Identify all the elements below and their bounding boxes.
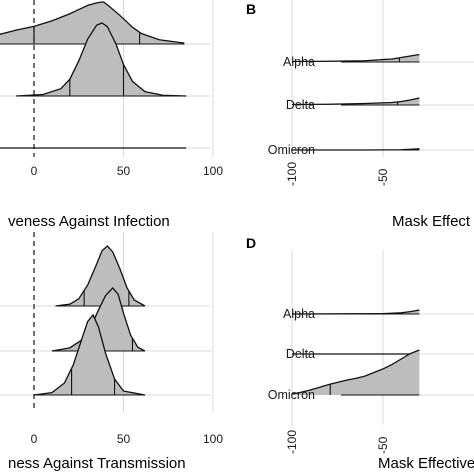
row-label-b-1: Delta: [286, 98, 315, 112]
tick-label-c-1: 50: [117, 432, 131, 446]
tick-label-a-1: 50: [117, 164, 131, 178]
tick-label-b-0: -100: [285, 162, 299, 186]
panel-a: 0 50 100 veness Against Infection: [0, 0, 223, 230]
tick-label-a-2: 100: [203, 164, 223, 178]
axis-title-a: veness Against Infection: [8, 213, 170, 230]
density-fill-a-0: [0, 2, 185, 44]
density-fill-c-0: [55, 246, 145, 306]
density-line-a-1: [16, 22, 187, 97]
panel-label-d: D: [246, 235, 256, 251]
panel-c: 0 50 100 ness Against Transmission: [0, 232, 223, 472]
density-line-d-0: [291, 309, 420, 315]
tick-label-d-0: -100: [285, 430, 299, 454]
row-label-b-2: Omicron: [268, 143, 315, 157]
density-line-d-2: [291, 349, 420, 395]
density-fill-d-2: [292, 350, 420, 395]
density-line-c-1: [51, 287, 146, 352]
density-fill-c-1: [51, 288, 145, 351]
axis-title-d: Mask Effective: [378, 455, 474, 472]
density-line-c-2: [33, 313, 146, 396]
row-label-b-0: Alpha: [283, 55, 315, 69]
tick-label-d-1: -50: [376, 436, 390, 454]
density-line-a-0: [0, 1, 185, 44]
density-fill-b-0: [292, 54, 420, 62]
row-label-d-2: Omicron: [268, 388, 315, 402]
density-fill-a-1: [16, 23, 187, 96]
axis-title-b: Mask Effect: [392, 213, 471, 230]
density-fill-c-2: [34, 315, 145, 395]
tick-label-a-0: 0: [31, 164, 38, 178]
density-line-b-1: [291, 97, 420, 106]
tick-label-c-2: 100: [203, 432, 223, 446]
panel-label-b: B: [246, 1, 256, 17]
axis-title-c: ness Against Transmission: [8, 455, 186, 472]
tick-label-b-1: -50: [376, 168, 390, 186]
density-line-c-0: [55, 245, 146, 307]
row-label-d-1: Delta: [286, 347, 315, 361]
density-line-b-0: [291, 53, 420, 63]
panel-b: Alpha Delta Omicron -100 -50 Mask Effect: [268, 0, 474, 230]
row-label-d-0: Alpha: [283, 307, 315, 321]
tick-label-c-0: 0: [31, 432, 38, 446]
